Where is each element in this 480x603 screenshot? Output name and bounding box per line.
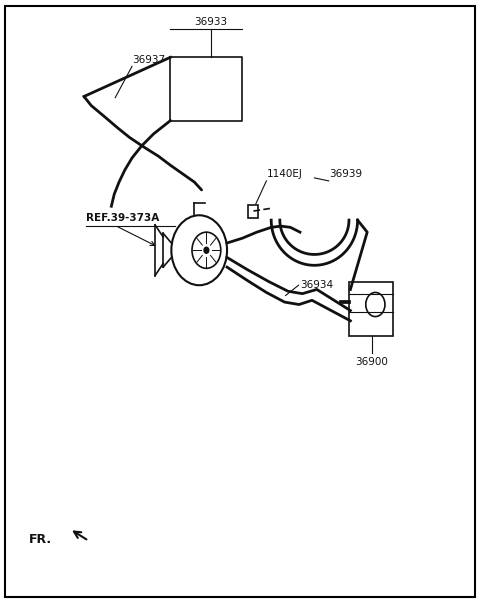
Text: 36934: 36934	[300, 280, 334, 290]
Text: 36933: 36933	[194, 17, 228, 27]
Text: FR.: FR.	[29, 533, 52, 546]
Bar	[248, 205, 258, 218]
Circle shape	[204, 247, 209, 253]
Text: 36937: 36937	[132, 54, 165, 65]
Text: 1140EJ: 1140EJ	[266, 169, 302, 179]
Text: 36900: 36900	[356, 357, 388, 367]
Text: 36939: 36939	[329, 169, 362, 179]
Text: REF.39-373A: REF.39-373A	[86, 213, 160, 223]
Bar	[349, 282, 393, 336]
